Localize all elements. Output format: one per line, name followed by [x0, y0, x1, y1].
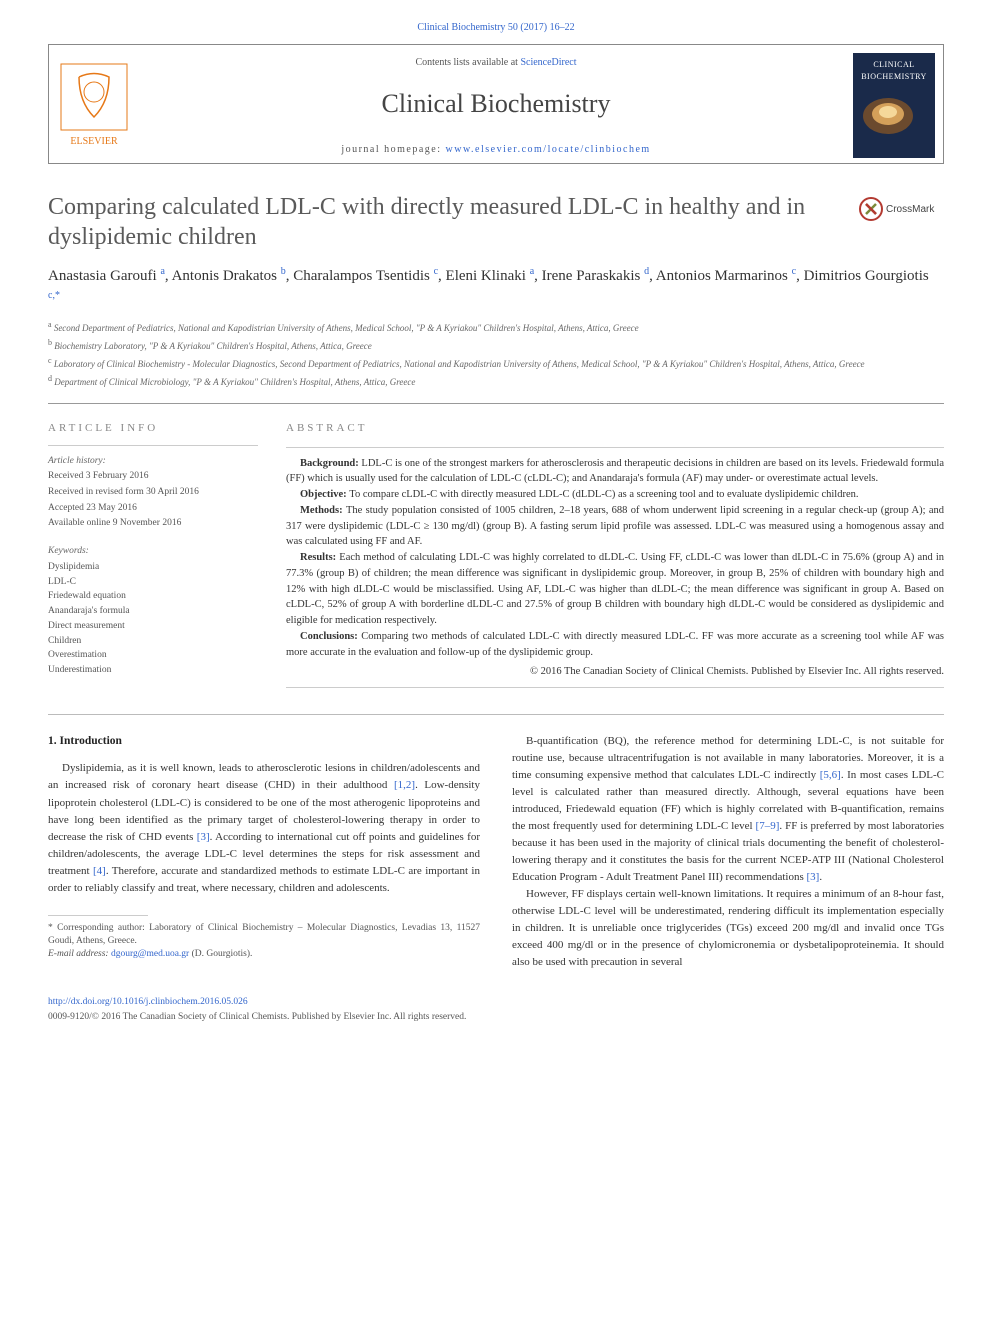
abstract-paragraph: Methods: The study population consisted …: [286, 503, 944, 550]
contents-prefix: Contents lists available at: [415, 57, 520, 68]
divider: [286, 447, 944, 448]
body-paragraph: B-quantification (BQ), the reference met…: [512, 733, 944, 886]
abstract-paragraph: Objective: To compare cLDL-C with direct…: [286, 487, 944, 503]
keyword-item: Underestimation: [48, 663, 258, 678]
history-item: Accepted 23 May 2016: [48, 501, 258, 516]
sciencedirect-link[interactable]: ScienceDirect: [520, 57, 576, 68]
abstract-paragraph: Conclusions: Comparing two methods of ca…: [286, 629, 944, 661]
affiliation: c Laboratory of Clinical Biochemistry - …: [48, 356, 944, 370]
doi-link[interactable]: http://dx.doi.org/10.1016/j.clinbiochem.…: [48, 997, 248, 1007]
body-paragraph: However, FF displays certain well-known …: [512, 886, 944, 971]
keyword-item: LDL-C: [48, 575, 258, 590]
abstract-column: ABSTRACT Background: LDL-C is one of the…: [286, 420, 944, 696]
email-link[interactable]: dgourg@med.uoa.gr: [111, 949, 189, 959]
citation-link[interactable]: [3]: [197, 831, 210, 843]
article-title: Comparing calculated LDL-C with directly…: [48, 192, 839, 252]
keyword-item: Friedewald equation: [48, 589, 258, 604]
email-footnote: E-mail address: dgourg@med.uoa.gr (D. Go…: [48, 948, 480, 961]
keyword-item: Children: [48, 634, 258, 649]
article-info-heading: ARTICLE INFO: [48, 420, 258, 437]
history-item: Received 3 February 2016: [48, 469, 258, 484]
divider: [48, 714, 944, 715]
divider: [48, 445, 258, 446]
journal-citation[interactable]: Clinical Biochemistry 50 (2017) 16–22: [48, 20, 944, 36]
elsevier-logo: ELSEVIER: [59, 62, 129, 147]
keyword-item: Overestimation: [48, 648, 258, 663]
crossmark-label: CrossMark: [886, 204, 935, 215]
corresponding-author-footnote: * Corresponding author: Laboratory of Cl…: [48, 922, 480, 949]
history-label: Article history:: [48, 454, 258, 469]
affiliation: d Department of Clinical Microbiology, "…: [48, 374, 944, 388]
abstract-heading: ABSTRACT: [286, 420, 944, 437]
homepage-prefix: journal homepage:: [341, 144, 445, 155]
history-item: Available online 9 November 2016: [48, 516, 258, 531]
citation-link[interactable]: [5,6]: [820, 769, 841, 781]
journal-cover: CLINICAL BIOCHEMISTRY: [853, 53, 935, 158]
email-suffix: (D. Gourgiotis).: [189, 949, 252, 959]
journal-name: Clinical Biochemistry: [159, 84, 833, 124]
citation-link[interactable]: [4]: [93, 865, 106, 877]
divider: [48, 403, 944, 404]
abstract-paragraph: Background: LDL-C is one of the stronges…: [286, 456, 944, 488]
homepage-link[interactable]: www.elsevier.com/locate/clinbiochem: [446, 144, 651, 155]
body-columns: 1. Introduction Dyslipidemia, as it is w…: [48, 733, 944, 972]
contents-line: Contents lists available at ScienceDirec…: [159, 55, 833, 71]
citation-link[interactable]: [7–9]: [756, 820, 780, 832]
authors-list: Anastasia Garoufi a, Antonis Drakatos b,…: [48, 264, 944, 313]
bottom-copyright: 0009-9120/© 2016 The Canadian Society of…: [48, 1010, 944, 1025]
body-paragraph: Dyslipidemia, as it is well known, leads…: [48, 760, 480, 896]
keyword-item: Direct measurement: [48, 619, 258, 634]
homepage-line: journal homepage: www.elsevier.com/locat…: [159, 142, 833, 158]
citation-link[interactable]: [1,2]: [394, 779, 415, 791]
footnote-divider: [48, 915, 148, 916]
doi-line: http://dx.doi.org/10.1016/j.clinbiochem.…: [48, 995, 944, 1010]
abstract-paragraph: Results: Each method of calculating LDL-…: [286, 550, 944, 629]
crossmark-badge[interactable]: CrossMark: [859, 196, 944, 222]
publisher-logo-container: ELSEVIER: [49, 45, 139, 165]
cover-title: CLINICAL BIOCHEMISTRY: [853, 53, 935, 84]
info-abstract-row: ARTICLE INFO Article history: Received 3…: [48, 420, 944, 696]
article-info-column: ARTICLE INFO Article history: Received 3…: [48, 420, 258, 696]
cover-image-icon: [853, 88, 923, 143]
email-label: E-mail address:: [48, 949, 111, 959]
citation-link[interactable]: [3]: [807, 871, 820, 883]
keyword-item: Anandaraja's formula: [48, 604, 258, 619]
section-heading: 1. Introduction: [48, 733, 480, 751]
header-center: Contents lists available at ScienceDirec…: [159, 45, 833, 163]
keyword-item: Dyslipidemia: [48, 560, 258, 575]
svg-text:ELSEVIER: ELSEVIER: [70, 136, 118, 147]
abstract-copyright: © 2016 The Canadian Society of Clinical …: [286, 664, 944, 680]
journal-header: ELSEVIER Contents lists available at Sci…: [48, 44, 944, 164]
affiliation: a Second Department of Pediatrics, Natio…: [48, 320, 944, 334]
title-row: Comparing calculated LDL-C with directly…: [48, 192, 944, 252]
divider: [286, 687, 944, 688]
history-item: Received in revised form 30 April 2016: [48, 485, 258, 500]
affiliation: b Biochemistry Laboratory, "P & A Kyriak…: [48, 338, 944, 352]
keywords-label: Keywords:: [48, 544, 258, 559]
abstract-text: Background: LDL-C is one of the stronges…: [286, 456, 944, 661]
